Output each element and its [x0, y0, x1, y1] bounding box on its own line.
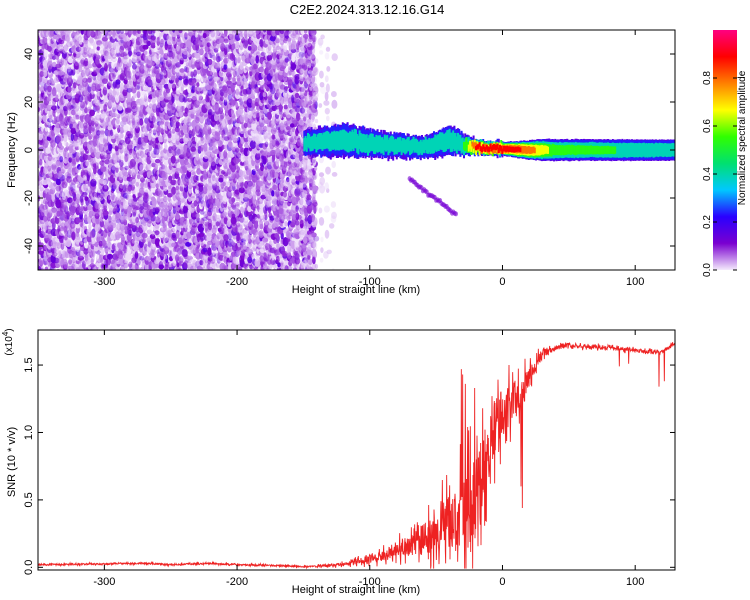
- colorbar-label: Normalized spectral amplitude: [737, 70, 748, 205]
- spectrogram-x-tick-label: 100: [626, 276, 644, 288]
- snr-y-tick-label: 1.0: [23, 425, 35, 440]
- snr-y-tick-label: 1.5: [23, 357, 35, 372]
- colorbar-gradient: [713, 30, 737, 270]
- snr-ticks: -300 -200 -100 0 100 0.0 0.5 1.0 1.5: [23, 330, 675, 588]
- snr-x-tick-label: -200: [226, 576, 248, 588]
- spectrogram-x-tick-label: 0: [499, 276, 505, 288]
- spectrogram-signal-band: [303, 122, 675, 162]
- snr-x-tick-label: 100: [626, 576, 644, 588]
- snr-y-tick-label: 0.5: [23, 492, 35, 507]
- spectrogram-x-tick-label: -100: [359, 276, 381, 288]
- snr-y-tick-label: 0.0: [23, 560, 35, 575]
- spectrogram-x-tick-label: -300: [93, 276, 115, 288]
- page-title: C2E2.2024.313.12.16.G14: [290, 2, 445, 17]
- spectrogram-y-tick-label: 40: [23, 48, 35, 60]
- colorbar-tick-label: 0.4: [702, 167, 713, 181]
- snr-frame: [37, 329, 676, 571]
- snr-series-line: [38, 341, 675, 570]
- snr-x-tick-label: -300: [93, 576, 115, 588]
- snr-y-axis-label: SNR (10 * v/v): [6, 427, 18, 497]
- spectrogram-y-axis-label: Frequency (Hz): [6, 112, 18, 188]
- spectrogram-noise-region: [38, 30, 320, 270]
- colorbar-ticks: 0.0 0.2 0.4 0.6 0.8: [702, 71, 737, 277]
- snr-plot-area: [38, 341, 675, 570]
- snr-x-axis-label: Height of straight line (km): [292, 584, 420, 596]
- spectrogram-image: [38, 30, 675, 270]
- colorbar: 0.0 0.2 0.4 0.6 0.8 Normalized spectral ampl…: [702, 30, 748, 277]
- colorbar-tick-label: 0.6: [702, 119, 713, 133]
- spectrogram-y-tick-label: -20: [23, 190, 35, 206]
- snr-panel: -300 -200 -100 0 100 0.0 0.5 1.0 1.5 (x104) SNR …: [1, 328, 676, 596]
- spectrogram-y-tick-label: -40: [23, 238, 35, 254]
- colorbar-tick-label: 0.2: [702, 215, 713, 229]
- snr-x-tick-label: 0: [499, 576, 505, 588]
- spectrogram-y-tick-label: 0: [23, 147, 35, 153]
- spectrogram-x-axis-label: Height of straight line (km): [292, 284, 420, 296]
- spectrogram-x-tick-label: -200: [226, 276, 248, 288]
- spectrogram-tail: [407, 176, 458, 217]
- spectrogram-y-tick-label: 20: [23, 96, 35, 108]
- colorbar-tick-label: 0.0: [702, 263, 713, 277]
- snr-x-tick-label: -100: [359, 576, 381, 588]
- snr-y-multiplier: (x104): [1, 328, 15, 355]
- colorbar-tick-label: 0.8: [702, 71, 713, 85]
